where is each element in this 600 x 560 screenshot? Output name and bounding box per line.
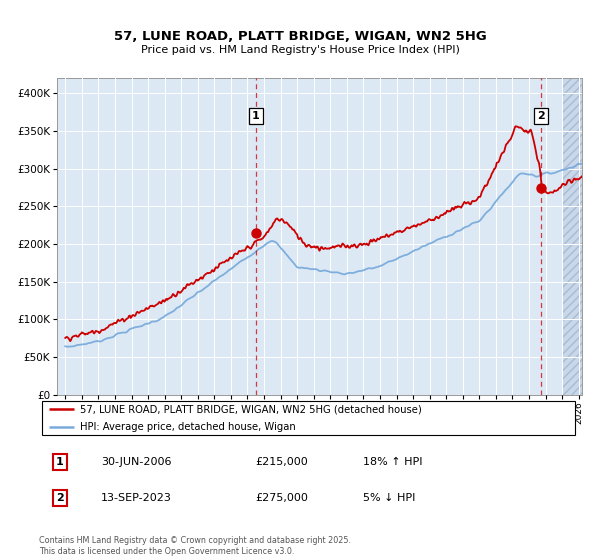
Text: 2: 2 — [537, 111, 545, 121]
Text: 1: 1 — [56, 457, 64, 467]
Text: £275,000: £275,000 — [255, 493, 308, 503]
Text: Price paid vs. HM Land Registry's House Price Index (HPI): Price paid vs. HM Land Registry's House … — [140, 45, 460, 55]
Text: 30-JUN-2006: 30-JUN-2006 — [101, 457, 172, 467]
FancyBboxPatch shape — [42, 400, 575, 435]
Text: 5% ↓ HPI: 5% ↓ HPI — [363, 493, 415, 503]
Text: £215,000: £215,000 — [255, 457, 308, 467]
Text: 57, LUNE ROAD, PLATT BRIDGE, WIGAN, WN2 5HG (detached house): 57, LUNE ROAD, PLATT BRIDGE, WIGAN, WN2 … — [79, 404, 421, 414]
Text: 1: 1 — [252, 111, 260, 121]
Text: 57, LUNE ROAD, PLATT BRIDGE, WIGAN, WN2 5HG: 57, LUNE ROAD, PLATT BRIDGE, WIGAN, WN2 … — [113, 30, 487, 43]
Text: 18% ↑ HPI: 18% ↑ HPI — [363, 457, 422, 467]
Bar — [562, 56, 595, 395]
Text: 13-SEP-2023: 13-SEP-2023 — [101, 493, 172, 503]
Text: Contains HM Land Registry data © Crown copyright and database right 2025.
This d: Contains HM Land Registry data © Crown c… — [39, 536, 351, 556]
Text: 2: 2 — [56, 493, 64, 503]
Text: HPI: Average price, detached house, Wigan: HPI: Average price, detached house, Wiga… — [79, 422, 295, 432]
